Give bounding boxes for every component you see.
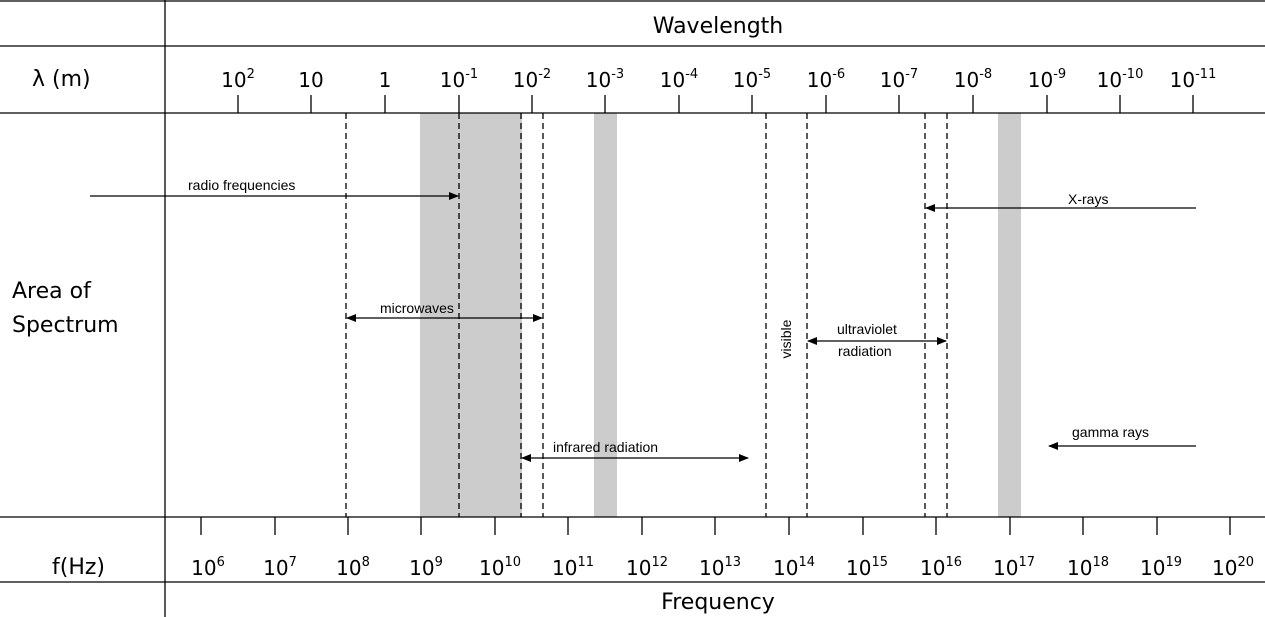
frequency-tick-label: 1012 — [626, 555, 668, 580]
ultraviolet-label-line1: ultraviolet — [837, 321, 897, 337]
frequency-tick-label: 107 — [263, 555, 297, 580]
wavelength-tick-label: 10-2 — [513, 67, 551, 92]
ultraviolet-label-line2: radiation — [838, 343, 892, 359]
frequency-tick-marks — [200, 517, 1231, 535]
wavelength-header: Wavelength — [653, 14, 784, 39]
shaded-band-mm — [594, 113, 617, 517]
area-label-line2: Spectrum — [12, 313, 119, 338]
wavelength-tick-label: 10-3 — [586, 67, 624, 92]
frequency-tick-label: 1013 — [699, 555, 741, 580]
frequency-tick-label: 1016 — [920, 555, 962, 580]
frequency-tick-label: 1019 — [1140, 555, 1182, 580]
wavelength-tick-labels: 102 10 1 10-1 10-2 10-3 10-4 10-5 10-6 10-7 10-8 10… — [221, 67, 1216, 92]
wavelength-tick-marks — [237, 95, 1194, 113]
region-arrows — [90, 192, 1196, 462]
wavelength-tick-label: 10-5 — [733, 67, 771, 92]
wavelength-tick-label: 102 — [221, 67, 255, 92]
frequency-header: Frequency — [661, 590, 775, 615]
shaded-bands — [420, 113, 1021, 517]
wavelength-tick-label: 10-11 — [1170, 67, 1217, 92]
wavelength-tick-label: 1 — [379, 68, 392, 92]
infrared-label: infrared radiation — [553, 439, 658, 455]
visible-label: visible — [778, 319, 794, 358]
frequency-tick-label: 1018 — [1067, 555, 1109, 580]
wavelength-tick-label: 10-10 — [1097, 67, 1144, 92]
frequency-tick-label: 1011 — [552, 555, 594, 580]
wavelength-tick-label: 10-1 — [440, 67, 478, 92]
frequency-tick-label: 109 — [409, 555, 443, 580]
frequency-tick-labels: 106 107 108 109 1010 1011 1012 1013 1014 1015 1016… — [191, 555, 1254, 580]
lambda-row-label: λ (m) — [32, 67, 91, 92]
xrays-label: X-rays — [1068, 191, 1108, 207]
frequency-tick-label: 1010 — [479, 555, 521, 580]
frequency-tick-label: 1015 — [846, 555, 888, 580]
area-label-line1: Area of — [12, 279, 92, 304]
wavelength-tick-label: 10 — [298, 68, 323, 92]
frequency-tick-label: 1020 — [1212, 555, 1254, 580]
wavelength-tick-label: 10-7 — [880, 67, 918, 92]
shaded-band-xray-gamma — [998, 113, 1021, 517]
frequency-tick-label: 108 — [336, 555, 370, 580]
gamma-rays-label: gamma rays — [1072, 424, 1149, 440]
frequency-tick-label: 1014 — [773, 555, 815, 580]
wavelength-tick-label: 10-4 — [660, 67, 698, 92]
frequency-tick-label: 1017 — [993, 555, 1035, 580]
wavelength-tick-label: 10-9 — [1028, 67, 1066, 92]
wavelength-tick-label: 10-6 — [807, 67, 845, 92]
microwaves-label: microwaves — [380, 300, 454, 316]
frequency-tick-label: 106 — [191, 555, 225, 580]
radio-frequencies-label: radio frequencies — [188, 177, 295, 193]
wavelength-tick-label: 10-8 — [954, 67, 992, 92]
frequency-row-label: f(Hz) — [52, 555, 105, 580]
